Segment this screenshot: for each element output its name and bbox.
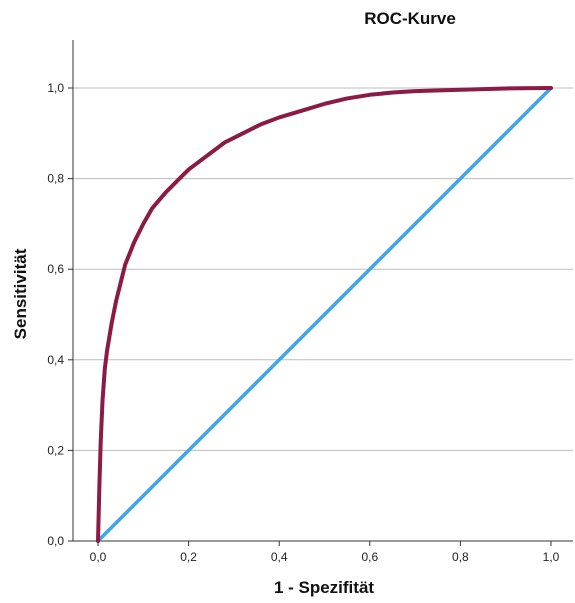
y-axis-label: Sensitivität <box>11 248 30 339</box>
y-tick-label: 0,6 <box>47 262 64 276</box>
grid-lines <box>73 87 573 451</box>
y-tick-label: 0,0 <box>47 534 64 548</box>
y-tick-label: 0,8 <box>47 172 64 186</box>
reference-diagonal-line <box>96 86 553 543</box>
chart-title: ROC-Kurve <box>364 9 456 28</box>
y-tick-label: 0,2 <box>47 443 64 457</box>
axes <box>68 40 573 546</box>
y-tick-label: 0,4 <box>47 353 64 367</box>
x-tick-label: 0,2 <box>180 550 197 564</box>
x-tick-label: 0,4 <box>271 550 288 564</box>
roc-curve-line <box>96 86 553 543</box>
series-layer <box>96 86 553 543</box>
x-tick-label: 0,0 <box>90 550 107 564</box>
tick-labels: 0,0 0,2 0,4 0,6 0,8 1,0 0,0 0,2 0,4 0,6 0,8 1,0 <box>47 81 559 564</box>
x-tick-label: 1,0 <box>543 550 560 564</box>
y-tick-label: 1,0 <box>47 81 64 95</box>
x-axis-label: 1 - Spezifität <box>274 578 374 597</box>
x-tick-label: 0,8 <box>452 550 469 564</box>
x-tick-label: 0,6 <box>361 550 378 564</box>
